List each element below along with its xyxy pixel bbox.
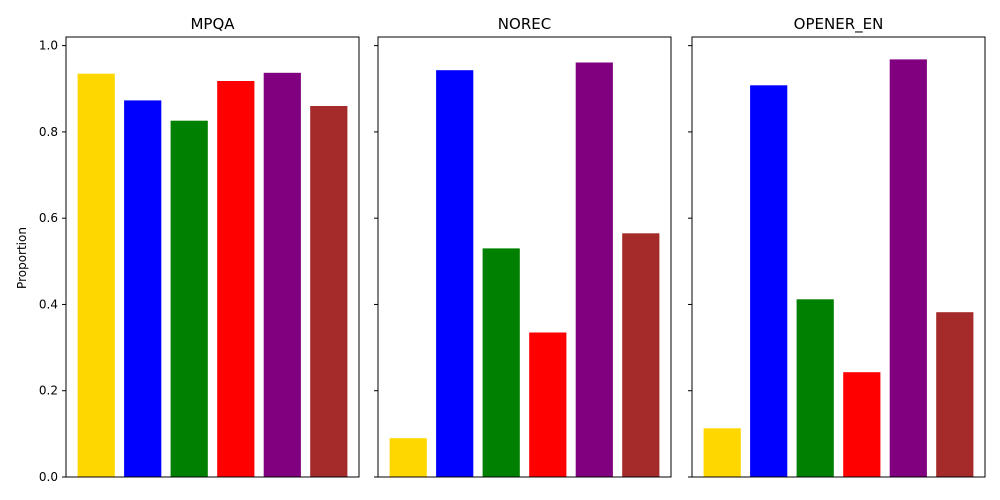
bar-2: [124, 100, 162, 478]
bar-3: [170, 120, 208, 477]
bar-6: [622, 233, 660, 477]
y-tick-label: 0.0: [39, 470, 58, 484]
bar-5: [889, 59, 927, 478]
panel-mpqa: 0.0 0.2 0.4 0.6 0.8 1.0 MPQA: [39, 15, 360, 484]
plot-frame: [65, 36, 360, 478]
panel-norec: NOREC: [374, 15, 672, 478]
y-tick-label: 0.2: [39, 384, 58, 398]
y-axis-label: Proportion: [15, 227, 29, 289]
bar-1: [77, 73, 115, 477]
bar-2: [436, 70, 474, 477]
plot-frame: [691, 36, 986, 478]
bar-2: [750, 85, 788, 478]
y-tick-label: 1.0: [39, 39, 58, 53]
bar-5: [263, 72, 301, 478]
bar-6: [310, 106, 348, 477]
bar-1: [389, 438, 427, 477]
panel-title: OPENER_EN: [794, 15, 884, 34]
bar-4: [529, 332, 567, 477]
panel-title: MPQA: [190, 15, 235, 33]
panel-title: NOREC: [498, 15, 551, 33]
y-tick-label: 0.8: [39, 125, 58, 139]
plot-frame: [377, 36, 672, 478]
bar-5: [575, 62, 613, 477]
bar-3: [796, 299, 834, 477]
panel-opener-en: OPENER_EN: [688, 15, 986, 478]
y-tick-label: 0.4: [39, 297, 58, 311]
y-tick-label: 0.6: [39, 211, 58, 225]
bar-1: [703, 428, 741, 477]
bar-6: [936, 312, 974, 477]
bar-4: [843, 372, 881, 477]
bar-3: [482, 248, 520, 477]
bar-4: [217, 81, 255, 477]
